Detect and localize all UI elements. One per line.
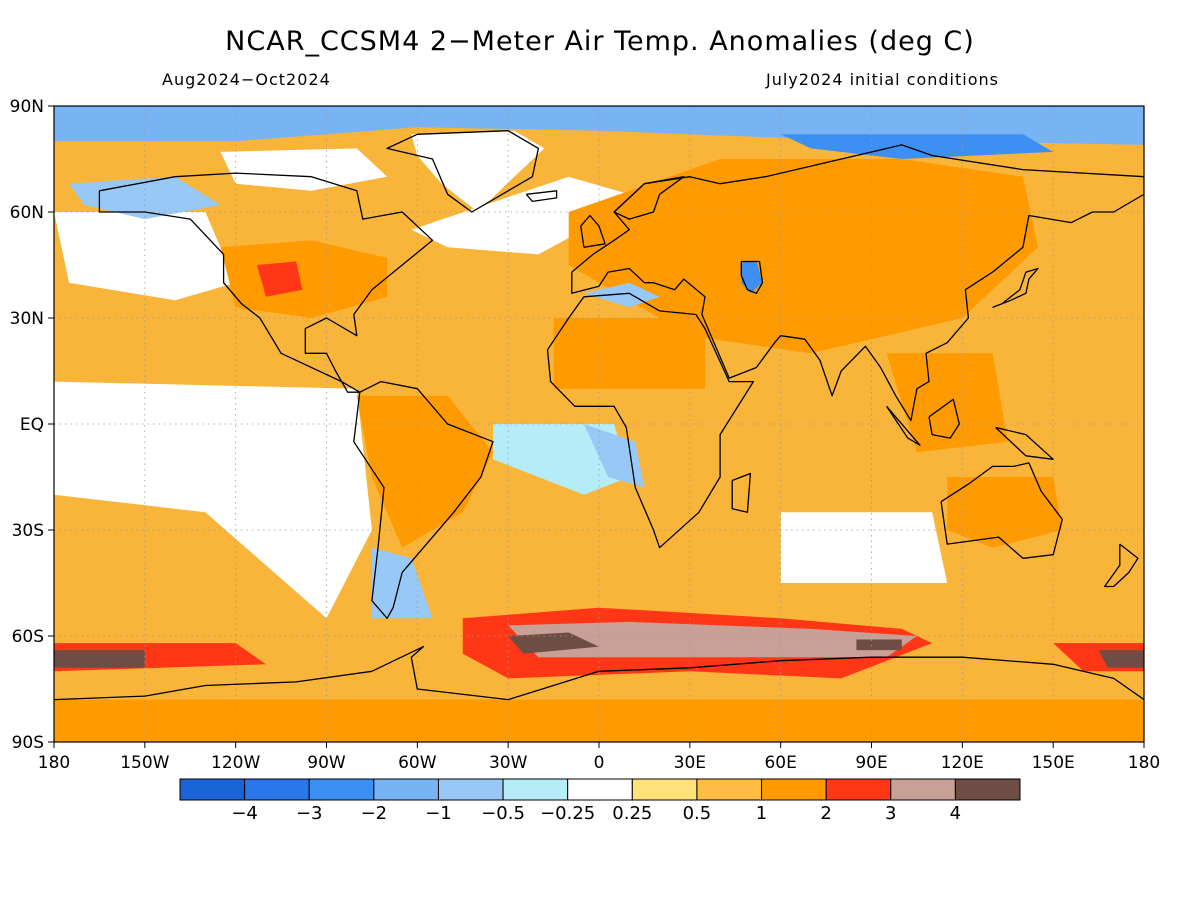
anomaly-region-dateline-brown <box>1098 650 1144 668</box>
anomaly-region-greenland-north <box>411 130 545 212</box>
colorbar-label: 3 <box>885 803 896 824</box>
colorbar-label: −0.5 <box>481 803 525 824</box>
colorbar-swatch <box>308 778 375 801</box>
lat-tick-label: 60S <box>12 627 44 647</box>
anomaly-region-antarctic-interior <box>54 699 1144 742</box>
colorbar-swatch <box>696 778 763 801</box>
colorbar-label: −0.25 <box>540 803 595 824</box>
colorbar-swatch <box>437 778 504 801</box>
anomaly-region-alaska-blue <box>69 176 221 220</box>
lat-tick-label: 30N <box>10 309 44 329</box>
anomaly-region-south-america-warm <box>356 395 493 548</box>
map-title: NCAR_CCSM4 2−Meter Air Temp. Anomalies (… <box>225 26 975 57</box>
anomaly-region-us-hotspot <box>256 261 303 297</box>
lat-tick-label: 30S <box>12 521 44 541</box>
lat-tick-label: 60N <box>10 203 44 223</box>
colorbar-swatch <box>825 778 892 801</box>
anomaly-fill-layer <box>54 106 1144 742</box>
anomaly-region-north-america-warm <box>220 240 388 318</box>
coastline-borneo <box>928 398 960 439</box>
colorbar-label: −3 <box>296 803 323 824</box>
colorbar-swatch <box>179 778 246 801</box>
coastline-iceland <box>525 190 558 203</box>
anomaly-region-north-pacific-cool <box>54 212 236 301</box>
coastline-eurasia <box>571 144 1144 422</box>
colorbar-swatch <box>244 778 310 801</box>
anomaly-region-caspian-cool <box>741 261 763 294</box>
anomaly-region-mediterranean-cool <box>583 282 660 308</box>
lon-tick-label: 30E <box>674 753 706 773</box>
colorbar-label: 1 <box>756 803 767 824</box>
anomaly-region-canadian-archipelago <box>220 148 388 191</box>
colorbar-swatch <box>631 778 698 801</box>
coastlines <box>54 130 1144 701</box>
colorbar-label: −4 <box>231 803 258 824</box>
colorbar-swatch <box>373 778 439 801</box>
lon-tick-label: 150E <box>1032 753 1075 773</box>
forecast-period: Aug2024−Oct2024 <box>162 70 331 89</box>
lon-tick-label: 120E <box>941 753 984 773</box>
colorbar-swatch <box>502 778 569 801</box>
anomaly-region-angola-cool <box>583 424 645 488</box>
lon-tick-label: 30W <box>489 753 528 773</box>
coastline-japan <box>992 267 1039 309</box>
lon-tick-label: 180 <box>1128 753 1160 773</box>
coastline-south-america <box>353 380 494 619</box>
coastline-africa <box>546 292 755 549</box>
anomaly-region-eurasia-warm <box>568 159 1038 354</box>
lon-tick-label: 90E <box>855 753 887 773</box>
lat-tick-label: EQ <box>20 415 44 435</box>
colorbar-label: −2 <box>361 803 388 824</box>
lon-tick-label: 90W <box>307 753 346 773</box>
lat-tick-label: 90N <box>10 97 44 117</box>
colorbar-swatch <box>761 778 827 801</box>
lon-tick-label: 180 <box>38 753 70 773</box>
coastline-antarctica <box>54 645 1144 701</box>
coastline-new-zealand <box>1103 543 1139 588</box>
lon-tick-label: 120W <box>211 753 260 773</box>
anomaly-region-east-pacific-white <box>54 381 372 619</box>
colorbar-label: 4 <box>950 803 961 824</box>
colorbar: −4 −3 −2 −1 −0.5 −0.25 0.25 0.5 1 2 3 4 <box>179 778 1021 824</box>
lon-tick-label: 60W <box>398 753 437 773</box>
lat-tick-label: 90S <box>12 733 44 753</box>
coastline-australia <box>940 462 1063 559</box>
anomaly-region-indian-ocean-white <box>780 512 948 583</box>
colorbar-label: −1 <box>425 803 452 824</box>
anomaly-region-patagonia-cool <box>371 547 433 619</box>
coastline-north-america <box>98 172 434 393</box>
coastline-caspian-sea <box>740 260 764 294</box>
anomaly-region-ross-sea-brown <box>54 650 145 668</box>
coastline-madagascar <box>731 472 752 513</box>
anomaly-region-sahara-warm <box>553 318 705 389</box>
coastline-new-guinea <box>995 426 1054 460</box>
colorbar-swatch <box>954 778 1021 801</box>
anomaly-region-siberia-arctic-blue <box>780 134 1054 159</box>
colorbar-label: 0.5 <box>683 803 712 824</box>
colorbar-label: 2 <box>820 803 831 824</box>
anomaly-region-southern-ocean-brown-1 <box>508 632 599 654</box>
colorbar-swatch <box>890 778 956 801</box>
anomaly-region-southern-ocean-brown-2 <box>856 639 902 651</box>
coastline-great-britain <box>580 214 606 248</box>
anomaly-region-maritime-continent-warm <box>886 353 1008 453</box>
lon-tick-label: 150W <box>120 753 169 773</box>
anomaly-region-southern-ocean-rose <box>508 621 917 658</box>
coastline-greenland <box>386 130 540 213</box>
colorbar-swatch <box>567 778 633 801</box>
lon-tick-label: 60E <box>764 753 796 773</box>
colorbar-label: 0.25 <box>612 803 652 824</box>
lon-tick-label: 0 <box>594 753 605 773</box>
initial-conditions: July2024 initial conditions <box>766 70 999 89</box>
coastline-sumatra <box>886 405 921 446</box>
coastline-scandinavia <box>613 176 685 220</box>
anomaly-region-north-atlantic-cool <box>411 176 630 255</box>
